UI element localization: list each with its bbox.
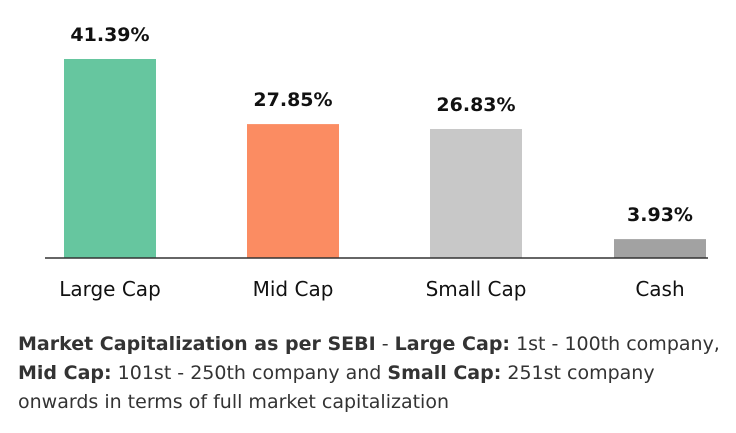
labels-layer: 41.39% Large Cap 27.85% Mid Cap 26.83% Small … bbox=[59, 24, 693, 301]
bar-chart: 41.39% Large Cap 27.85% Mid Cap 26.83% Small … bbox=[45, 24, 708, 301]
value-label-small-cap: 26.83% bbox=[436, 94, 515, 116]
footnote-mid-cap-label: Mid Cap: bbox=[18, 362, 112, 384]
bar-small-cap bbox=[430, 129, 522, 258]
footnote-small-cap-label: Small Cap: bbox=[387, 362, 502, 384]
chart-canvas: 41.39% Large Cap 27.85% Mid Cap 26.83% Small … bbox=[45, 24, 708, 301]
bar-mid-cap bbox=[247, 124, 339, 258]
value-label-cash: 3.93% bbox=[627, 204, 693, 226]
category-label-cash: Cash bbox=[635, 277, 684, 301]
bar-large-cap bbox=[64, 59, 156, 258]
footnote-heading: Market Capitalization as per SEBI bbox=[18, 333, 376, 355]
bar-cash bbox=[614, 239, 706, 258]
bars-layer bbox=[64, 59, 706, 258]
category-label-large-cap: Large Cap bbox=[59, 277, 161, 301]
footnote-separator: - bbox=[375, 333, 395, 355]
footnote-mid-cap-text: 101st - 250th company and bbox=[111, 362, 388, 384]
footnote: Market Capitalization as per SEBI - Larg… bbox=[18, 330, 724, 417]
footnote-large-cap-text: 1st - 100th company, bbox=[510, 333, 720, 355]
value-label-large-cap: 41.39% bbox=[70, 24, 149, 46]
category-label-small-cap: Small Cap bbox=[426, 277, 527, 301]
footnote-large-cap-label: Large Cap: bbox=[394, 333, 511, 355]
value-label-mid-cap: 27.85% bbox=[253, 89, 332, 111]
footnote-small-cap-text: 251st company onwards in terms of full m… bbox=[18, 362, 655, 413]
category-label-mid-cap: Mid Cap bbox=[253, 277, 334, 301]
